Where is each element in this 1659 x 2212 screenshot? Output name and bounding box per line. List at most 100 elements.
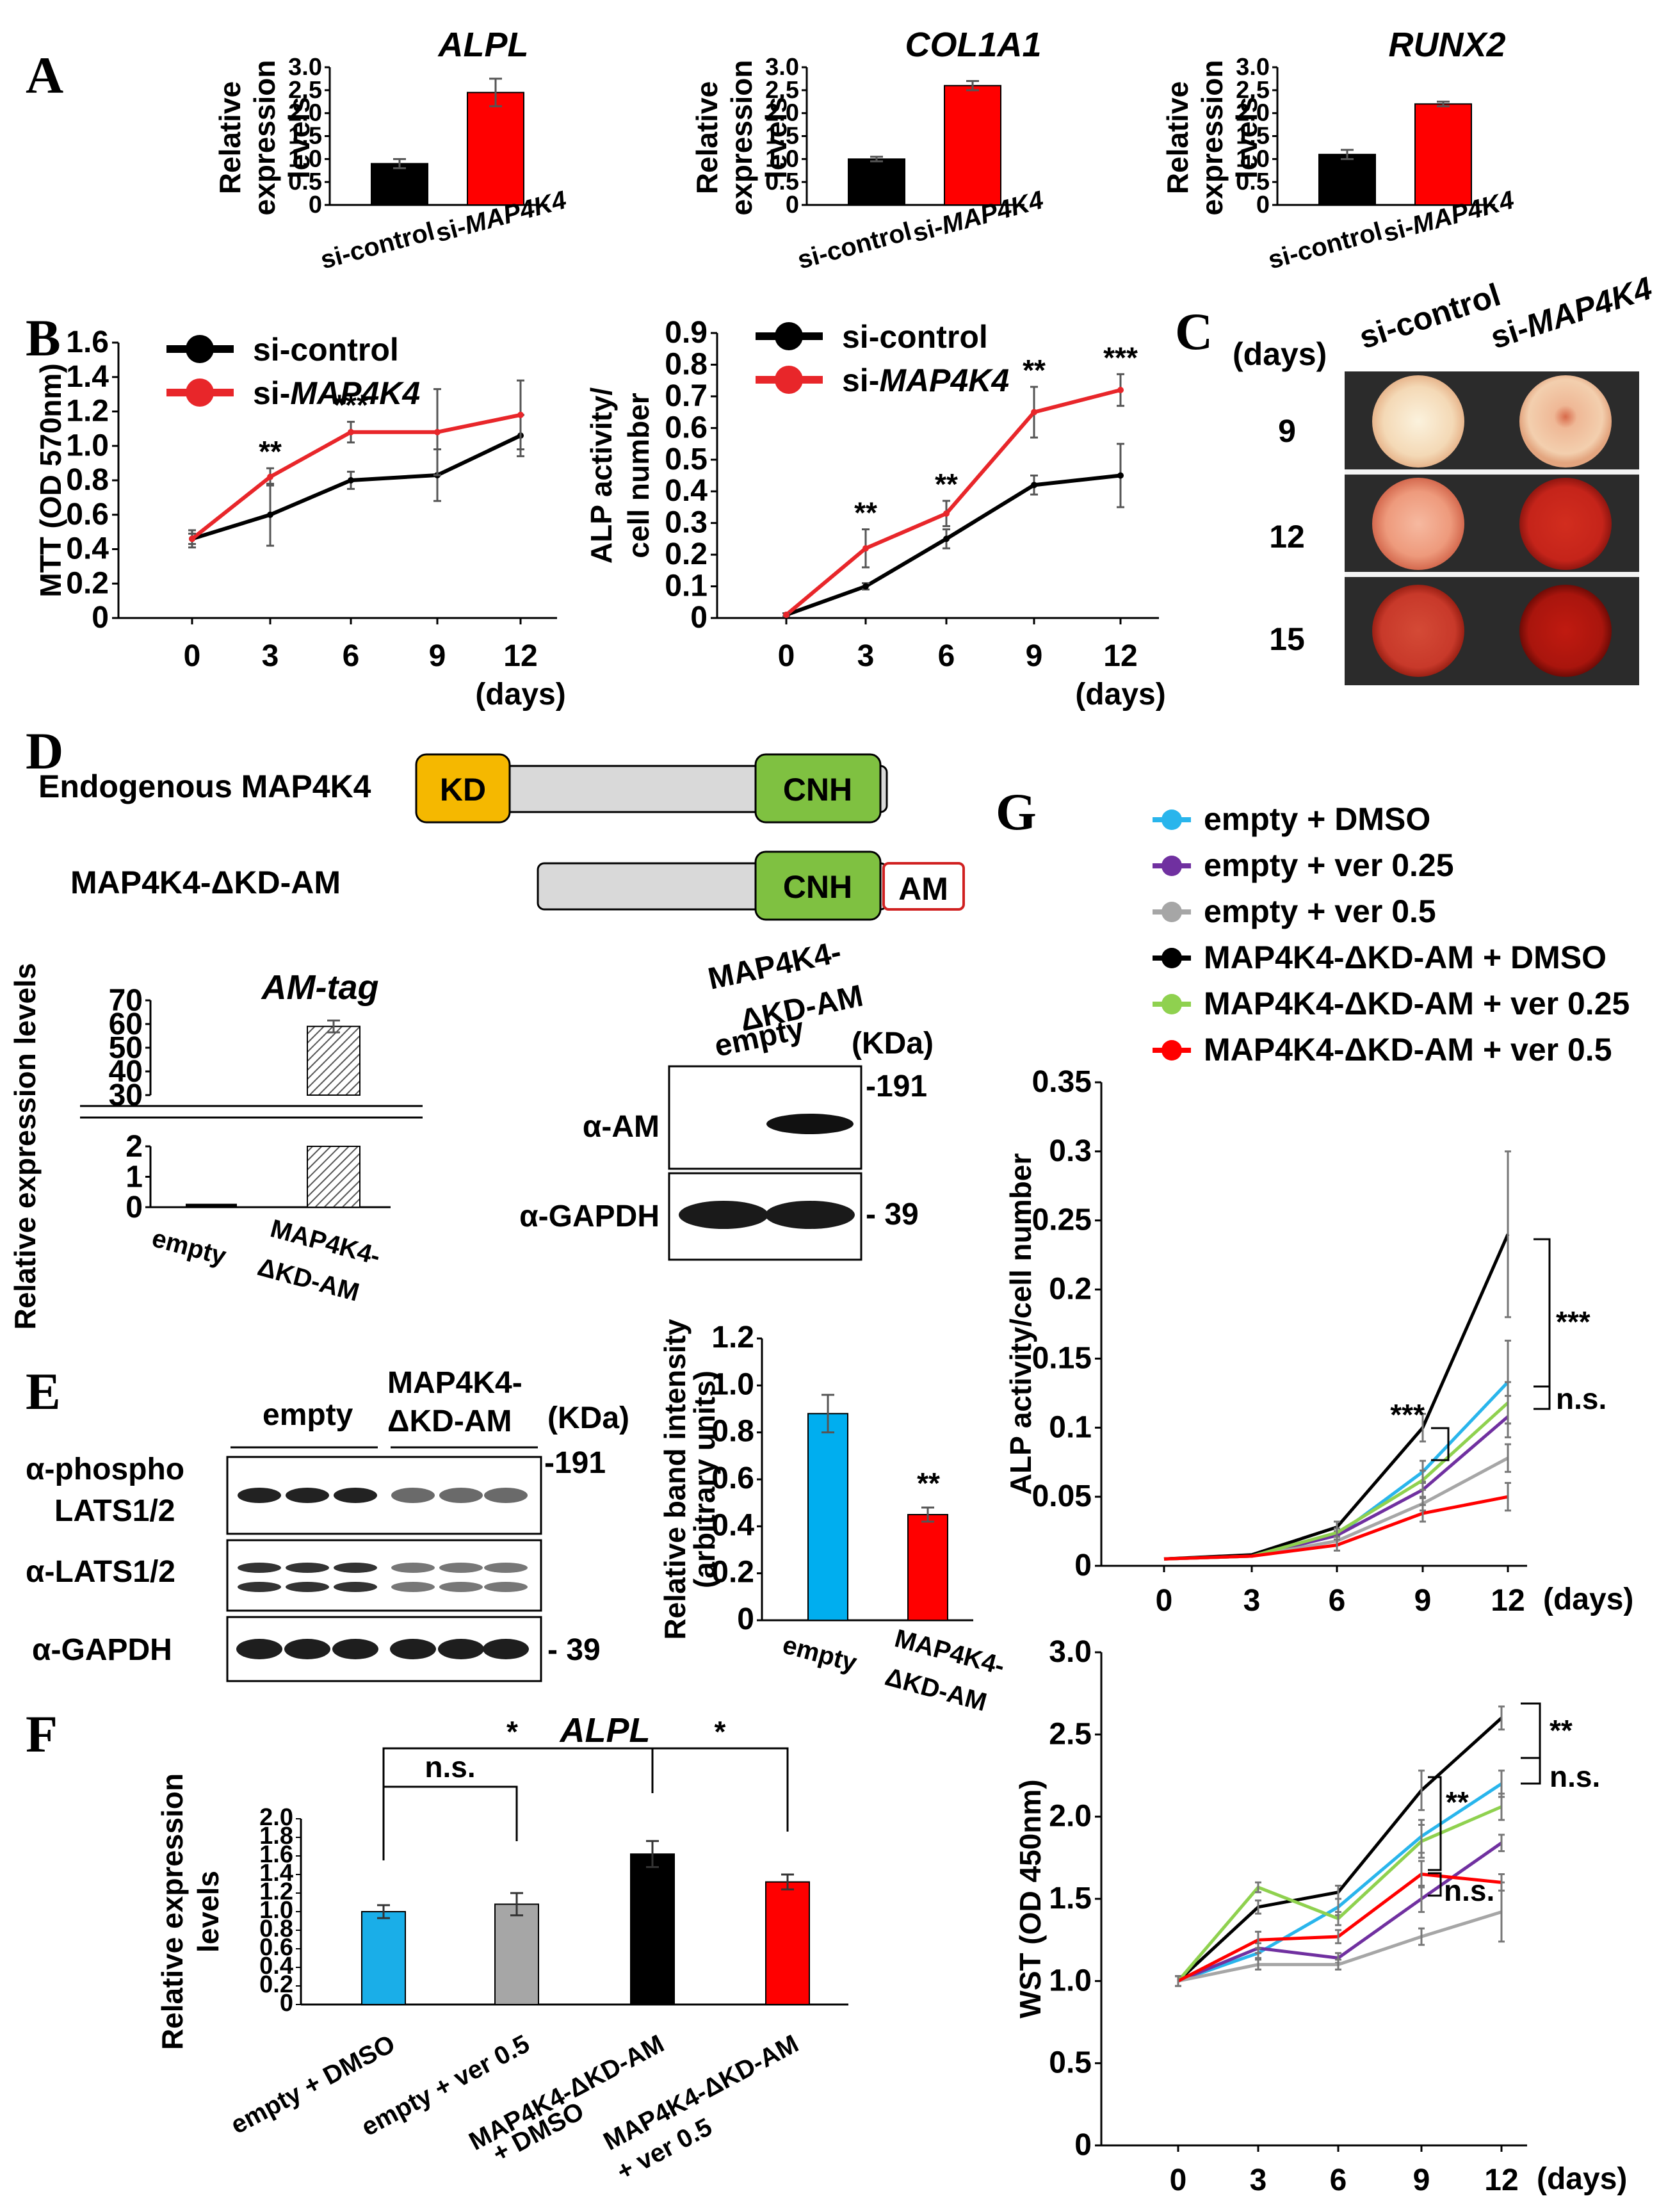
- panel-b-alp-y-tick-label: 0.5: [665, 443, 708, 476]
- panel-a-y-tick-label: 1.0: [765, 145, 799, 172]
- panel-g-wst-y-tick-label: 1.0: [1049, 1964, 1092, 1997]
- panel-a-bar-alpl: [467, 92, 524, 206]
- band-intensity-cat-empty: empty: [780, 1631, 861, 1677]
- panel-g-alp-y-tick-label: 0.05: [1032, 1479, 1092, 1513]
- panel-b-alp-y-tick-label: 0.6: [665, 411, 708, 444]
- g-wst-bracket-ns2: [1428, 1872, 1442, 1897]
- panel-c-days-header: (days): [1233, 336, 1327, 372]
- panel-a-y-tick-label: 2.5: [765, 77, 799, 104]
- panel-a-y-tick-label: 1.5: [288, 123, 322, 150]
- panel-b-mtt-y-tick-label: 1.4: [66, 360, 109, 394]
- alpl-chart-bar: [361, 1911, 406, 2005]
- band-intensity-sig: **: [917, 1467, 940, 1500]
- blot-e-lats-band: [334, 1563, 377, 1573]
- g-alp-sig-ns: n.s.: [1556, 1382, 1606, 1415]
- blot-d-row-gapdh: α-GAPDH: [519, 1200, 660, 1233]
- blot-e-group-mutant-line2: ΔKD-AM: [387, 1404, 512, 1438]
- cnh-domain: [754, 753, 882, 824]
- am-tag-y-tick-label: 40: [109, 1055, 143, 1089]
- panel-b-alp-y-tick-label: 0.2: [665, 537, 708, 571]
- blot-d-gapdh-band: [765, 1201, 855, 1229]
- panel-a-col1a1-ylabel: Relativeexpressionlevels: [690, 60, 793, 216]
- alpl-chart-y-tick-label: 0.4: [259, 1953, 293, 1980]
- panel-b-mtt-data-point: [348, 428, 354, 435]
- panel-b-alp-series-line: [785, 388, 1121, 617]
- panel-b-mtt-x-unit: (days): [475, 678, 565, 712]
- panel-b-mtt-legend-marker: [186, 335, 214, 363]
- blot-d-row-am: α-AM: [583, 1110, 660, 1144]
- am-tag-y-tick-label: 30: [109, 1078, 143, 1112]
- panel-c-col-label-control: si-control: [1355, 277, 1505, 356]
- panel-b-mtt-y-tick-label: 0.4: [66, 532, 109, 566]
- panel-b-alp-data-point: [943, 535, 950, 542]
- panel-b-mtt-y-tick-label: 1.6: [66, 325, 109, 359]
- panel-b-mtt-legend-label: si-control: [253, 332, 399, 368]
- panel-b-mtt-y-tick-label: 0.6: [66, 498, 109, 532]
- panel-g-alp-x-tick-label: 3: [1243, 1584, 1261, 1618]
- panel-label-a: A: [26, 46, 63, 104]
- panel-c-row-label-12: 12: [1269, 519, 1305, 555]
- map4k4-dkd-am-label: MAP4K4-ΔKD-AM: [70, 865, 341, 900]
- blot-e-lats-band: [286, 1563, 329, 1573]
- blot-e-plats-band: [238, 1488, 281, 1503]
- panel-b-mtt-data-point: [434, 428, 441, 435]
- panel-a-y-tick-label: 2.0: [288, 100, 322, 127]
- blot-e-lats-band: [484, 1582, 528, 1592]
- am-tag-cat-empty: empty: [149, 1224, 230, 1271]
- panel-a-bar-runx2: [1318, 154, 1376, 206]
- blot-e-plats-band: [484, 1488, 528, 1503]
- blot-e-lats-band: [439, 1582, 483, 1592]
- panel-b-alp-data-point: [862, 583, 869, 590]
- panel-g-wst-y-tick-label: 3.0: [1049, 1635, 1092, 1669]
- panel-b-alp-data-point: [1117, 472, 1124, 479]
- panel-g-wst-y-tick-label: 1.5: [1049, 1882, 1092, 1915]
- am-tag-bar-mutant: [307, 1025, 360, 1096]
- panel-b-mtt-x-tick-label: 12: [503, 639, 537, 673]
- am-tag-title: AM-tag: [261, 968, 379, 1007]
- panel-g-wst-y-label: WST (OD 450nm): [1014, 1779, 1047, 2018]
- blot-d-kda: (KDa): [852, 1027, 934, 1061]
- panel-g-wst-x-tick-label: 9: [1413, 2163, 1430, 2197]
- blot-e-gapdh-band: [483, 1639, 529, 1659]
- alpl-chart-y-tick-label: 0: [280, 1990, 293, 2017]
- well-plate-divider: [1345, 572, 1639, 577]
- g-wst-bracket-b: [1428, 1776, 1442, 1871]
- panel-b-alp-data-point: [1031, 409, 1037, 416]
- panel-b-mtt-legend-label: si-MAP4K4: [253, 375, 420, 411]
- kd-domain: [415, 753, 511, 824]
- g-wst-sig-a: **: [1550, 1714, 1573, 1747]
- alpl-chart-y-tick-label: 2.0: [259, 1804, 293, 1831]
- panel-g-alp-y-tick-label: 0.3: [1049, 1134, 1092, 1168]
- am-tag-label: AM: [898, 871, 948, 907]
- panel-b-alp-data-point: [1031, 482, 1037, 489]
- panel-b-alp-data-point: [943, 510, 950, 517]
- panel-g-alp-x-tick-label: 0: [1156, 1584, 1173, 1618]
- g-legend-marker: [1161, 1040, 1182, 1061]
- panel-b-alp-legend-marker: [775, 322, 803, 350]
- alpl-sig-star2: *: [715, 1715, 726, 1748]
- blot-e-plats-band: [334, 1488, 377, 1503]
- blot-e-lats-band: [334, 1582, 377, 1592]
- alpl-sig-star1: *: [506, 1715, 518, 1748]
- g-legend-label: MAP4K4-ΔKD-AM + DMSO: [1204, 939, 1606, 975]
- panel-g-wst-y-tick-label: 2.5: [1049, 1717, 1092, 1751]
- alpl-chart-y-tick-label: 0.6: [259, 1934, 293, 1961]
- blot-e-mw-191: -191: [544, 1446, 606, 1480]
- am-tag-y-tick-label: 70: [109, 984, 143, 1018]
- well-plate-divider: [1345, 469, 1639, 475]
- panel-a-y-tick-label: 0.5: [1236, 168, 1270, 195]
- blot-e-mw-39: - 39: [547, 1633, 601, 1667]
- g-legend-marker: [1161, 856, 1182, 876]
- panel-b-alp-x-tick-label: 9: [1026, 639, 1043, 673]
- panel-c-col-label-map4k4: si-MAP4K4: [1486, 270, 1656, 355]
- alpl-chart-bar: [765, 1881, 810, 2006]
- blot-e-row-plats-line1: α-phospho: [26, 1452, 184, 1486]
- blot-e-lats-band: [484, 1563, 528, 1573]
- panel-label-d: D: [26, 722, 63, 780]
- alpl-chart-y-tick-label: 1.0: [259, 1897, 293, 1924]
- panel-b-mtt-chart: 00.20.40.60.81.01.21.41.60 3 6 9 12(days)MTT…: [34, 325, 566, 712]
- blot-e-group-mutant-line1: MAP4K4-: [387, 1366, 522, 1400]
- panel-g-wst-y-tick-label: 0.5: [1049, 2046, 1092, 2080]
- blot-e-lats-band: [391, 1563, 435, 1573]
- blot-e-lats-band: [439, 1563, 483, 1573]
